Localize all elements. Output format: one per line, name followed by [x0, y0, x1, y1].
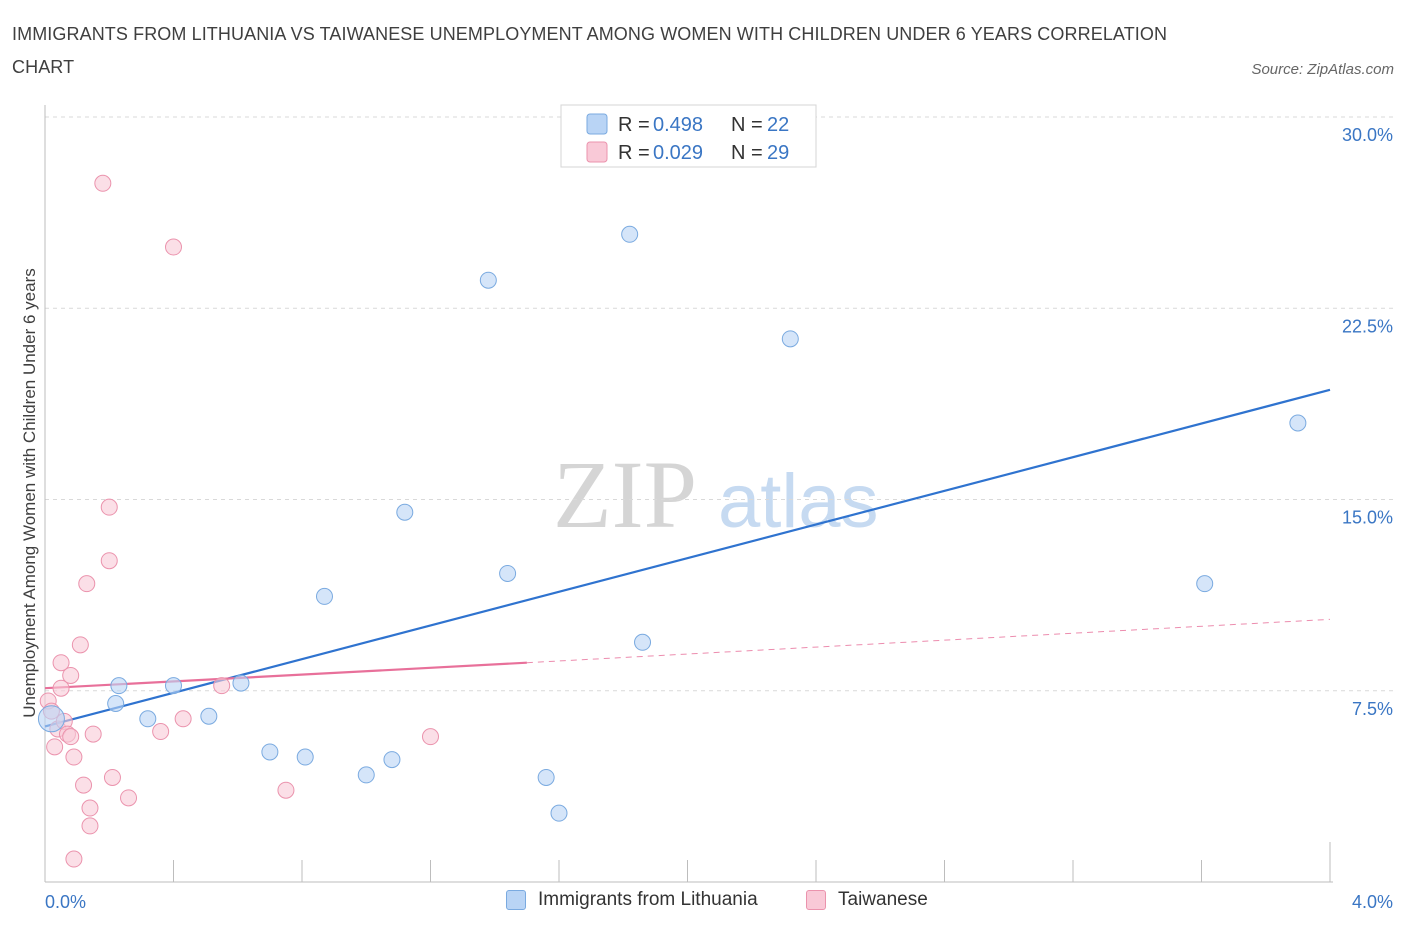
point-lithuania-17 — [621, 225, 639, 243]
axes — [44, 105, 1333, 883]
point-lithuania-21 — [1289, 414, 1307, 432]
point-taiwanese-4 — [52, 679, 70, 697]
data-points — [37, 174, 1307, 868]
point-lithuania-14 — [499, 564, 517, 582]
point-taiwanese-9 — [62, 728, 80, 746]
point-taiwanese-22 — [120, 789, 138, 807]
point-taiwanese-8 — [62, 666, 80, 684]
y-tick-label-3: 30.0% — [1342, 125, 1393, 145]
point-taiwanese-10 — [65, 748, 83, 766]
legend-r-label-1: R = — [618, 114, 650, 136]
point-taiwanese-15 — [81, 799, 99, 817]
chart-title: IMMIGRANTS FROM LITHUANIA VS TAIWANESE U… — [12, 24, 1168, 77]
point-taiwanese-26 — [213, 677, 231, 695]
point-lithuania-15 — [537, 768, 555, 786]
point-taiwanese-19 — [100, 552, 118, 570]
point-lithuania-20 — [1196, 575, 1214, 593]
gridlines — [45, 116, 1393, 692]
point-taiwanese-18 — [94, 174, 112, 192]
legend-r-value-1: 0.498 — [653, 114, 703, 136]
point-lithuania-3 — [232, 674, 250, 692]
y-tick-label-0: 7.5% — [1352, 699, 1393, 719]
point-lithuania-18 — [634, 633, 652, 651]
point-lithuania-13 — [479, 271, 497, 289]
x-tick-label-min: 0.0% — [45, 892, 86, 912]
legend-swatch-pink — [586, 141, 608, 163]
point-lithuania-9 — [315, 587, 333, 605]
watermark-zip: ZIP — [553, 441, 697, 548]
point-taiwanese-11 — [65, 850, 83, 868]
legend-label-lithuania: Immigrants from Lithuania — [538, 889, 758, 910]
point-taiwanese-13 — [75, 776, 93, 794]
source-credit: Source: ZipAtlas.com — [1251, 61, 1394, 78]
point-lithuania-6 — [200, 707, 218, 725]
point-taiwanese-24 — [165, 238, 182, 256]
legend-label-taiwanese: Taiwanese — [838, 889, 928, 910]
point-taiwanese-25 — [174, 710, 192, 728]
legend-item-taiwanese[interactable]: Taiwanese — [806, 889, 928, 911]
legend-n-value-2: 29 — [767, 142, 789, 164]
point-lithuania-10 — [357, 766, 375, 784]
x-tick-label-max: 4.0% — [1352, 892, 1393, 912]
point-lithuania-2 — [165, 677, 182, 695]
point-taiwanese-21 — [103, 768, 121, 786]
point-lithuania-8 — [296, 748, 314, 766]
point-taiwanese-27 — [277, 781, 295, 799]
y-tick-label-1: 15.0% — [1342, 508, 1393, 528]
point-lithuania-1 — [110, 677, 128, 695]
legend-swatch-blue — [586, 113, 608, 135]
legend-n-value-1: 22 — [767, 114, 789, 136]
point-lithuania-12 — [396, 503, 414, 521]
point-taiwanese-2 — [46, 738, 64, 756]
point-taiwanese-23 — [152, 723, 170, 741]
point-lithuania-11 — [383, 751, 401, 769]
legend-swatch-taiwanese — [806, 890, 826, 910]
y-tick-label-2: 22.5% — [1342, 316, 1393, 336]
legend-item-lithuania[interactable]: Immigrants from Lithuania — [506, 889, 758, 911]
legend-r-value-2: 0.029 — [653, 142, 703, 164]
watermark-atlas: atlas — [718, 459, 879, 544]
point-taiwanese-5 — [52, 654, 70, 672]
legend-r-label-2: R = — [618, 142, 650, 164]
series-legend: Immigrants from Lithuania Taiwanese — [0, 889, 1406, 915]
stats-legend: R = 0.498 N = 22 R = 0.029 N = 29 — [560, 104, 817, 168]
y-tick-labels: 7.5% 15.0% 22.5% 30.0% — [1342, 125, 1393, 719]
point-taiwanese-16 — [81, 817, 99, 835]
point-lithuania-7 — [261, 743, 279, 761]
point-lithuania-4 — [107, 695, 125, 712]
point-taiwanese-28 — [422, 728, 439, 746]
point-lithuania-16 — [550, 804, 568, 822]
point-taiwanese-14 — [78, 575, 96, 593]
point-lithuania-0 — [37, 705, 65, 733]
y-axis-label: Unemployment Among Women with Children U… — [20, 268, 39, 717]
legend-n-label-2: N = — [731, 142, 763, 164]
point-taiwanese-20 — [100, 498, 118, 516]
point-taiwanese-17 — [84, 725, 102, 743]
point-lithuania-19 — [781, 330, 799, 348]
trend-line-taiwanese-extension — [526, 618, 1331, 664]
point-taiwanese-12 — [71, 636, 89, 654]
legend-n-label-1: N = — [731, 114, 763, 136]
point-lithuania-5 — [139, 710, 157, 728]
trend-line-lithuania — [44, 388, 1331, 728]
legend-swatch-lithuania — [506, 890, 526, 910]
